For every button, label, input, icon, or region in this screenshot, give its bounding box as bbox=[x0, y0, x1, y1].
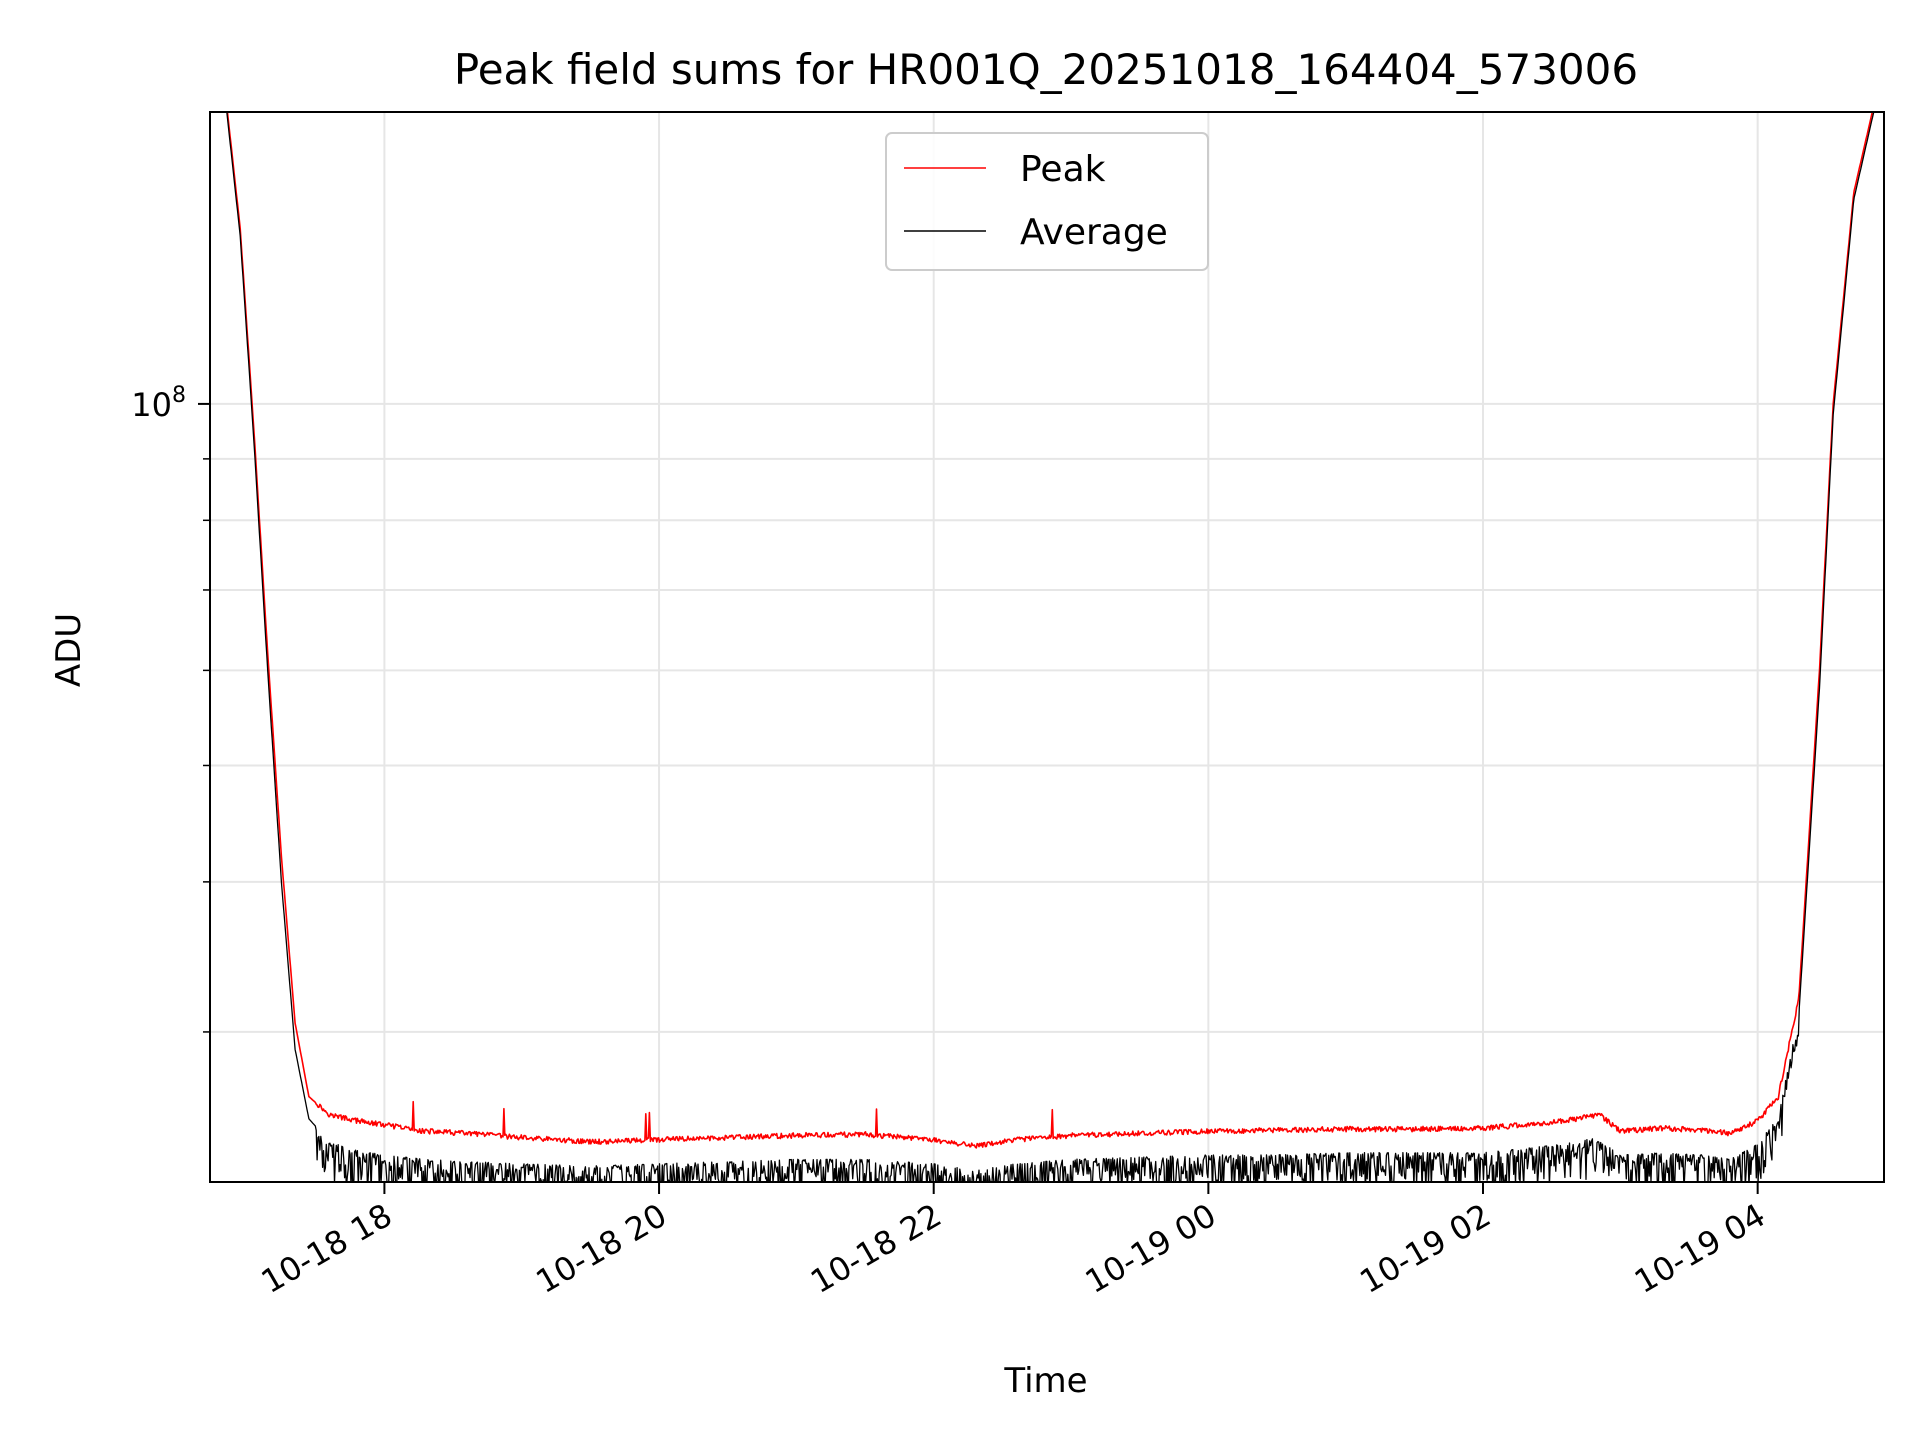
legend: Peak Average bbox=[885, 132, 1209, 271]
x-tick-label: 10-19 02 bbox=[1353, 1196, 1497, 1301]
x-tick-label: 10-19 00 bbox=[1079, 1196, 1223, 1301]
x-axis-label: Time bbox=[1003, 1361, 1087, 1401]
y-tick-label: 108 bbox=[131, 383, 186, 424]
plot-frame bbox=[209, 111, 1885, 1183]
series-line-peak bbox=[226, 112, 1874, 1149]
x-tick-label: 10-19 04 bbox=[1628, 1196, 1772, 1301]
x-tick-label: 10-18 20 bbox=[529, 1196, 673, 1301]
legend-label-peak: Peak bbox=[1020, 149, 1106, 190]
series-line-average bbox=[226, 112, 1875, 1182]
x-tick-label: 10-18 18 bbox=[255, 1196, 399, 1301]
chart-title: Peak field sums for HR001Q_20251018_1644… bbox=[454, 45, 1638, 94]
y-axis-label: ADU bbox=[49, 613, 89, 687]
x-tick-label: 10-18 22 bbox=[804, 1196, 948, 1301]
series-layer bbox=[226, 112, 1875, 1182]
legend-label-average: Average bbox=[1020, 212, 1168, 253]
grid bbox=[210, 112, 1884, 1182]
